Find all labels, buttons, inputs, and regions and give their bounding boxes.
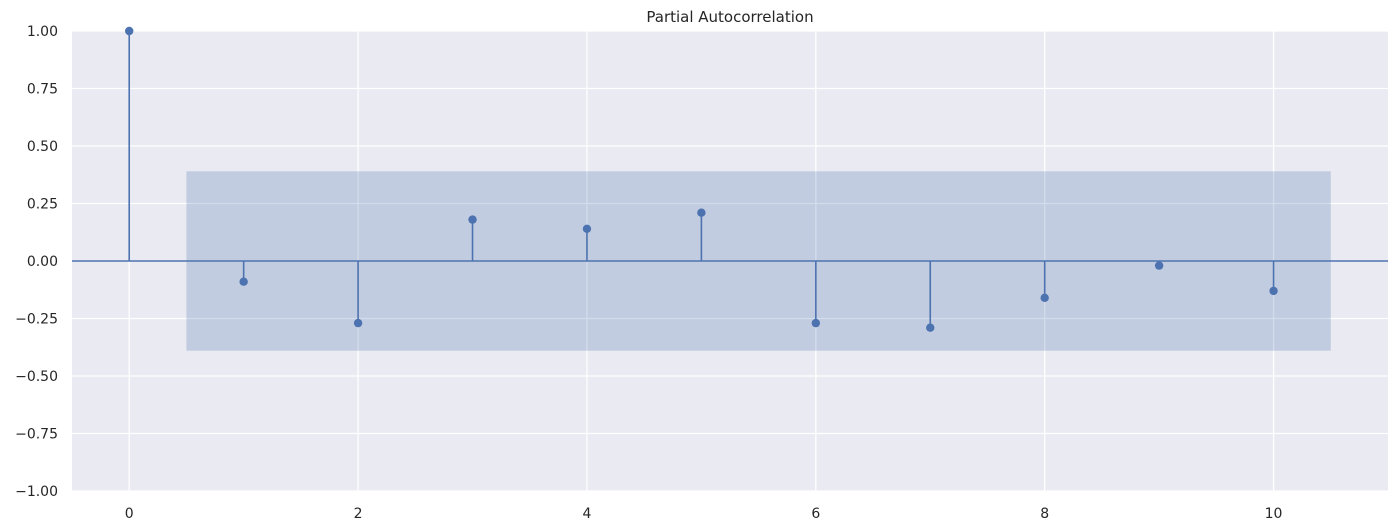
marker-lag-1 — [239, 277, 248, 286]
x-tick-label: 0 — [125, 506, 134, 522]
y-tick-label: 1.00 — [27, 24, 58, 40]
x-tick-labels: 0 2 4 6 8 10 — [125, 506, 1283, 522]
chart-title: Partial Autocorrelation — [646, 8, 813, 26]
marker-lag-5 — [697, 208, 706, 217]
marker-lag-3 — [468, 215, 477, 224]
y-tick-label: −1.00 — [15, 484, 58, 500]
x-tick-label: 8 — [1040, 506, 1049, 522]
markers — [125, 26, 1278, 332]
marker-lag-10 — [1269, 286, 1278, 296]
marker-lag-8 — [1040, 293, 1049, 302]
marker-lag-2 — [353, 318, 363, 328]
y-tick-label: 0.75 — [27, 82, 58, 98]
marker-lag-4 — [582, 224, 592, 233]
y-tick-label: 0.50 — [27, 139, 58, 155]
stems — [128, 31, 1275, 328]
y-tick-label: 0.00 — [27, 254, 58, 270]
x-tick-label: 4 — [582, 506, 591, 522]
marker-lag-7 — [926, 323, 935, 332]
x-tick-label: 6 — [811, 506, 820, 522]
marker-lag-6 — [811, 318, 821, 328]
y-tick-label: −0.50 — [15, 369, 58, 385]
y-tick-label: −0.25 — [15, 312, 58, 328]
marker-lag-0 — [125, 26, 134, 36]
y-tick-label: −0.75 — [15, 427, 58, 443]
y-tick-label: 0.25 — [27, 197, 58, 213]
marker-lag-9 — [1154, 261, 1164, 270]
y-tick-labels: −1.00 −0.75 −0.50 −0.25 0.00 0.25 0.50 0.75 1.00 — [15, 24, 58, 500]
x-tick-label: 10 — [1265, 506, 1283, 522]
x-tick-label: 2 — [354, 506, 363, 522]
